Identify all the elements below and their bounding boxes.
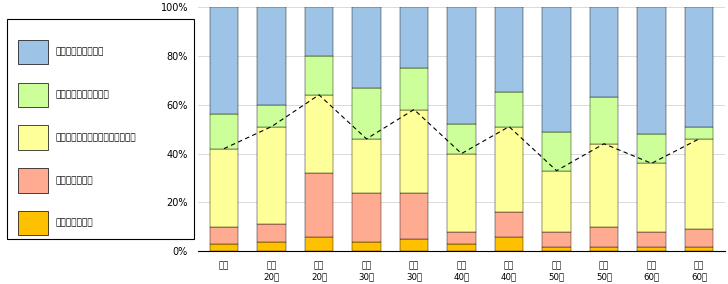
Text: ぜひ利用したい: ぜひ利用したい — [55, 219, 93, 228]
Bar — [18, 211, 47, 235]
Bar — [637, 163, 666, 232]
Bar — [257, 127, 285, 224]
Bar — [447, 232, 476, 244]
Bar — [400, 239, 428, 251]
Bar — [685, 127, 713, 139]
Text: あまり利用したくない: あまり利用したくない — [55, 90, 109, 99]
Bar — [637, 232, 666, 247]
Bar — [18, 40, 47, 64]
Bar — [305, 7, 333, 56]
Bar — [542, 171, 571, 232]
Bar — [352, 7, 381, 87]
Bar — [400, 110, 428, 193]
Bar — [305, 237, 333, 251]
Bar — [210, 227, 238, 244]
Bar — [685, 139, 713, 229]
Bar — [305, 56, 333, 95]
Bar — [495, 212, 523, 237]
Bar — [542, 131, 571, 171]
Bar — [210, 244, 238, 251]
Bar — [590, 144, 618, 227]
Bar — [637, 247, 666, 251]
Bar — [257, 242, 285, 251]
Bar — [495, 7, 523, 92]
Bar — [18, 126, 47, 150]
Bar — [542, 247, 571, 251]
Bar — [447, 7, 476, 124]
Bar — [352, 193, 381, 242]
Bar — [590, 247, 618, 251]
Bar — [18, 83, 47, 107]
Bar — [685, 247, 713, 251]
Bar — [495, 127, 523, 212]
Bar — [685, 229, 713, 247]
Bar — [305, 95, 333, 173]
Bar — [447, 124, 476, 154]
Text: どちらともいえない・わからない: どちらともいえない・わからない — [55, 133, 136, 142]
Bar — [305, 173, 333, 237]
Bar — [400, 68, 428, 110]
Bar — [400, 7, 428, 68]
Bar — [590, 7, 618, 97]
Bar — [257, 105, 285, 127]
Bar — [495, 92, 523, 127]
Bar — [18, 168, 47, 193]
Bar — [352, 139, 381, 193]
Bar — [590, 227, 618, 247]
Bar — [210, 149, 238, 227]
Bar — [447, 244, 476, 251]
Bar — [447, 154, 476, 232]
Bar — [495, 237, 523, 251]
Bar — [257, 7, 285, 105]
Bar — [542, 232, 571, 247]
Bar — [400, 193, 428, 239]
Bar — [352, 242, 381, 251]
Text: 全く利用したくない: 全く利用したくない — [55, 47, 104, 57]
Bar — [637, 7, 666, 134]
Bar — [685, 7, 713, 127]
Bar — [590, 97, 618, 144]
Bar — [637, 134, 666, 163]
Bar — [352, 87, 381, 139]
Bar — [542, 7, 571, 131]
Bar — [210, 114, 238, 149]
Text: まあ利用したい: まあ利用したい — [55, 176, 93, 185]
Bar — [210, 7, 238, 114]
Bar — [257, 224, 285, 242]
